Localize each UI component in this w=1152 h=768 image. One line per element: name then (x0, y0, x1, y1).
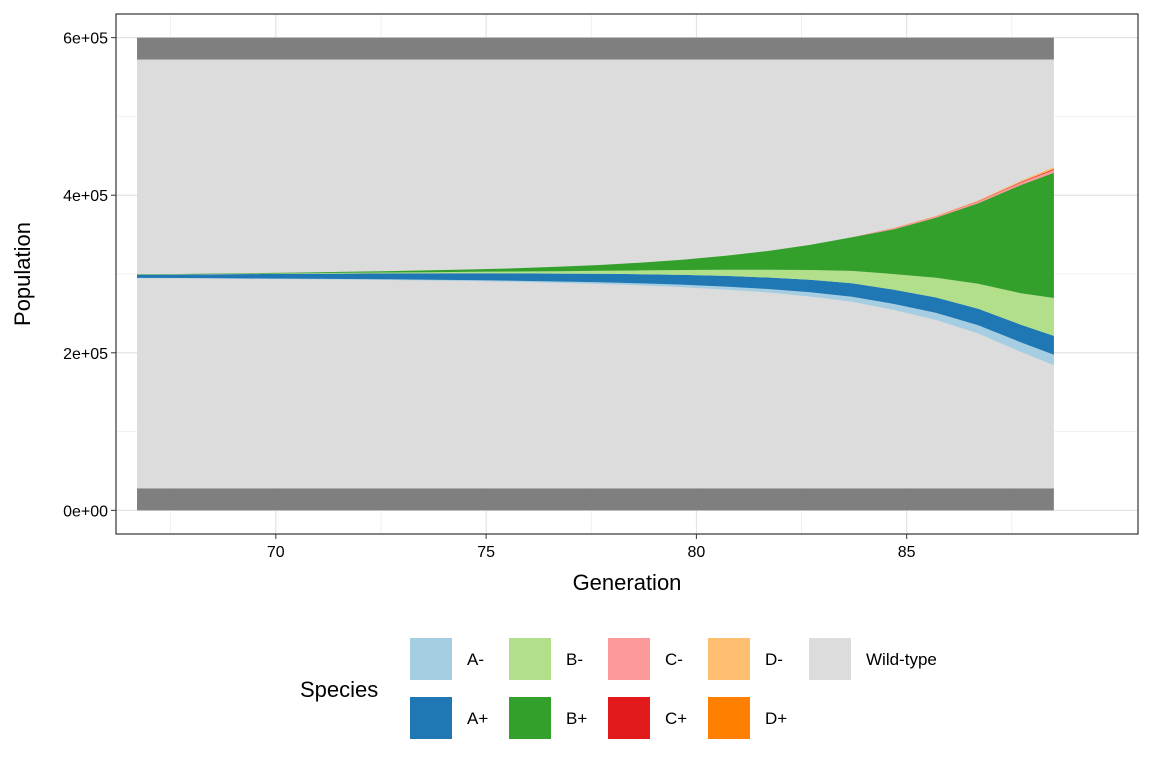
y-axis-title: Population (10, 222, 35, 326)
frame-band-bottom (137, 488, 1054, 511)
legend-key (410, 638, 452, 680)
legend-label: D- (765, 650, 783, 669)
x-tick-label: 80 (687, 544, 705, 561)
legend-label: A- (467, 650, 484, 669)
x-axis: 70 75 80 85 (267, 534, 916, 561)
area-a-plus (137, 273, 1054, 355)
legend-label: B- (566, 650, 583, 669)
legend-item: D- (708, 638, 783, 680)
x-tick-label: 75 (477, 544, 495, 561)
legend-key (708, 697, 750, 739)
y-tick-label: 4e+05 (63, 188, 108, 205)
y-tick-label: 6e+05 (63, 31, 108, 48)
legend-item: A+ (410, 697, 488, 739)
y-tick-label: 2e+05 (63, 346, 108, 363)
legend-item: B- (509, 638, 583, 680)
legend-item: A- (410, 638, 484, 680)
legend-label: Wild-type (866, 650, 937, 669)
legend-item: Wild-type (809, 638, 937, 680)
area-layer (137, 37, 1054, 511)
x-tick-label: 70 (267, 544, 285, 561)
legend-item: B+ (509, 697, 587, 739)
legend-label: B+ (566, 709, 587, 728)
legend-key (608, 638, 650, 680)
legend: A- A+ B- B+ C- C+ D- D+ Wild-type (410, 638, 937, 739)
legend-item: D+ (708, 697, 787, 739)
legend-label: D+ (765, 709, 787, 728)
legend-key (410, 697, 452, 739)
plot-panel-border (115, 13, 1139, 535)
x-tick-label: 85 (898, 544, 916, 561)
legend-title: Species (300, 677, 378, 702)
y-tick-label: 0e+00 (63, 503, 108, 520)
legend-key (708, 638, 750, 680)
frame-band-top (137, 37, 1054, 60)
area-b-plus (137, 172, 1054, 298)
legend-key (509, 697, 551, 739)
legend-label: A+ (467, 709, 488, 728)
legend-item: C+ (608, 697, 687, 739)
x-axis-title: Generation (573, 570, 682, 595)
legend-key (608, 697, 650, 739)
legend-item: C- (608, 638, 683, 680)
legend-label: C+ (665, 709, 687, 728)
legend-key (509, 638, 551, 680)
legend-label: C- (665, 650, 683, 669)
y-axis: 0e+00 2e+05 4e+05 6e+05 (63, 31, 116, 520)
legend-key (809, 638, 851, 680)
